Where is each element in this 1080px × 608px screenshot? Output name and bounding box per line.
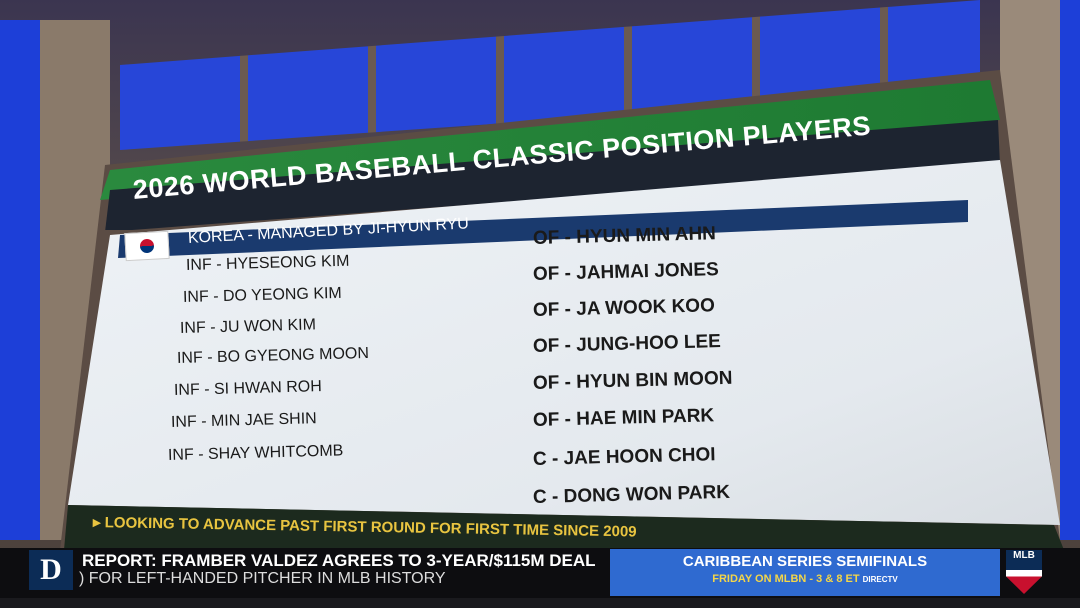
promo-box: CARIBBEAN SERIES SEMIFINALS FRIDAY ON ML… [610, 549, 1000, 596]
player-left: INF - SI HWAN ROH [173, 378, 323, 399]
bottom-strip [0, 598, 1080, 608]
tigers-logo-icon: D [29, 550, 73, 590]
korea-flag-icon [124, 230, 170, 262]
ticker-subline: ) FOR LEFT-HANDED PITCHER IN MLB HISTORY [79, 570, 446, 587]
sponsor-logo: DIRECTV [862, 575, 898, 584]
ticker-headline: REPORT: FRAMBER VALDEZ AGREES TO 3-YEAR/… [82, 551, 596, 570]
promo-sub: FRIDAY ON MLBN - 3 & 8 ET [712, 573, 860, 585]
promo-schedule: FRIDAY ON MLBN - 3 & 8 ET DIRECTV [610, 573, 1000, 585]
player-left: INF - MIN JAE SHIN [170, 410, 317, 431]
player-left: INF - JU WON KIM [179, 316, 317, 337]
promo-title: CARIBBEAN SERIES SEMIFINALS [682, 553, 928, 570]
